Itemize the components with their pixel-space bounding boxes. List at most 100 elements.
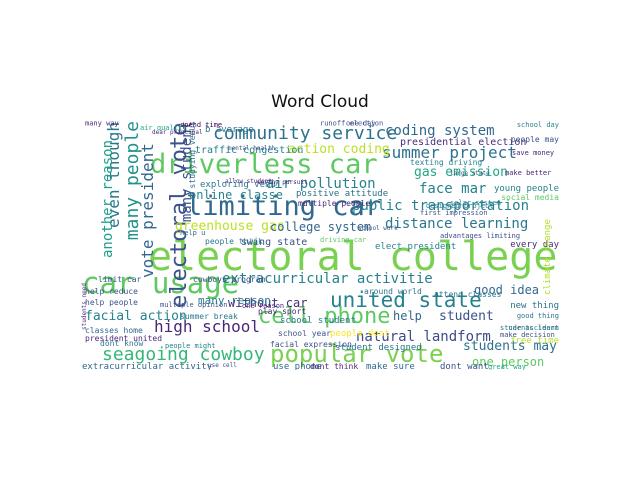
word-face-mar: face mar <box>419 181 486 197</box>
word-college-system: college system <box>270 220 371 234</box>
word-classes-home: classes home <box>85 326 143 335</box>
word-students-learn: students learn <box>500 324 559 332</box>
word-even-though: even though <box>104 122 123 228</box>
word-use-phone: use phone <box>273 362 322 370</box>
word-dear-principal: dear principal <box>152 129 203 136</box>
word-play-sport: play sport <box>258 307 306 316</box>
word-facial-action: facial action <box>85 309 187 324</box>
word-good-idea: good idea <box>474 283 539 297</box>
word-community-service: community service <box>213 123 397 144</box>
word-car-accident: car accident <box>508 324 559 332</box>
word-dont-want: dont want <box>440 362 489 370</box>
word-driving-car: driving car <box>320 236 366 244</box>
word-high-school: high school <box>154 317 260 336</box>
word-distance-learning: distance learning <box>385 216 528 232</box>
word-car-usage: car usage <box>82 266 239 300</box>
word-limit-car: limit car <box>98 275 142 284</box>
word-extracurricular-activity: extracurricular activity <box>82 362 213 370</box>
word-people-dont: people dont <box>330 329 390 339</box>
word-worthy-pursuit: worthy pursuit <box>257 179 308 186</box>
word-advantages-limiting: advantages limiting <box>440 232 520 240</box>
word-gas-emission: gas emission <box>414 165 508 180</box>
chart-title: Word Cloud <box>271 92 369 112</box>
word-summer-project: summer project <box>382 143 517 162</box>
word-one-person: one person <box>472 355 544 369</box>
word-many-way: many way <box>85 120 119 128</box>
word-help: help <box>393 309 422 323</box>
word-spend-time: spend time <box>180 121 222 129</box>
word-new-thing: new thing <box>510 301 559 311</box>
word-school-year: school year <box>278 329 331 338</box>
word-large-state: large state <box>450 170 490 177</box>
word-help-u: help u <box>180 229 205 237</box>
word-use-cell: use cell <box>208 362 237 369</box>
word-one-day: one day <box>346 120 376 128</box>
word-student-designed: student designed <box>335 343 422 353</box>
word-save-money: save money <box>512 149 554 157</box>
word-cowboys-program: cowboys program <box>193 275 265 284</box>
word-studying-venus: studying venus <box>188 121 197 189</box>
word-mental-health: mental health <box>228 145 275 152</box>
word-make-better: make better <box>505 169 551 177</box>
word-social-media: social media <box>501 193 559 202</box>
word-people-may: people may <box>511 135 559 144</box>
word-greenhouse-gas: greenhouse gas <box>175 219 285 234</box>
word-driverless-car: driverless car <box>150 149 378 180</box>
word-without-car: without car <box>228 296 307 310</box>
word-seagoing-cowboy: seagoing cowboy <box>102 344 265 365</box>
word-allow-student: allow student <box>225 178 272 185</box>
word-first-impression: first impression <box>420 209 487 217</box>
word-school-work: school work <box>358 225 398 232</box>
word-exploring-venu: exploring venu <box>200 180 276 190</box>
word-around-world: around world <box>364 287 422 296</box>
word-natural-landform: natural landform <box>356 329 491 345</box>
word-positive-attitude: positive attitude <box>296 189 388 199</box>
word-people-might: people might <box>165 342 216 350</box>
word-free-time: free time <box>510 336 559 346</box>
word-another-reason: another reason <box>100 140 116 258</box>
word-b-average: b average <box>205 125 254 135</box>
word-elect-president: elect president <box>375 242 456 252</box>
word-vote-president: vote president <box>138 143 157 278</box>
word-united-state: united state <box>330 288 482 312</box>
word-young-people: young people <box>494 184 559 194</box>
word-limiting-car: limiting car <box>186 191 381 222</box>
word-president-united: president united <box>85 334 162 343</box>
word-action-coding: action coding <box>288 142 390 157</box>
word-air-pollution: air pollution <box>266 176 376 192</box>
word-student: student <box>439 309 494 324</box>
word-solar-system: solar system <box>450 199 501 207</box>
word-one-reason: one reason <box>242 302 284 310</box>
word-school-student: school student <box>280 316 356 326</box>
word-texting-driving: texting driving <box>410 158 482 167</box>
word-electoral-vote: electoral vote <box>167 123 192 308</box>
word-multiple-people: multiple people <box>298 199 370 208</box>
word-popular-vote: popular vote <box>270 340 443 368</box>
word-summer-break: summer break <box>180 312 238 321</box>
word-dont-think: dont think <box>310 362 358 370</box>
word-make-sure: make sure <box>366 362 415 370</box>
word-attend-classes: attend classes <box>434 290 502 299</box>
word-public-transportation: public transportation <box>352 198 529 214</box>
word-electoral-college: electoral college <box>148 234 557 280</box>
word-presidential-election: presidential election <box>400 137 526 148</box>
word-facial-expression: facial expression <box>270 340 352 349</box>
word-people-think: people think <box>205 237 263 246</box>
word-multiple-opinion: multiple opinion <box>160 301 227 309</box>
word-help-people: help people <box>85 298 138 307</box>
cloud-background <box>80 120 560 370</box>
word-cell-phone: cell phone <box>258 304 390 329</box>
word-online-classe: online classe <box>189 188 283 202</box>
word-make-decision: make decision <box>500 331 555 339</box>
word-air-quality: air quality <box>140 124 186 132</box>
word-good-thing: good thing <box>517 312 559 320</box>
word-many-reason: many reason <box>198 294 271 307</box>
word-climate-change: climate change <box>543 219 553 295</box>
word-students-need: students need <box>81 283 88 330</box>
word-many-people: many people <box>122 121 143 240</box>
word-runoff-election: runoff election <box>320 120 383 128</box>
word-designed-project: designed project <box>426 202 493 210</box>
word-dont-know: dont know <box>100 339 144 348</box>
